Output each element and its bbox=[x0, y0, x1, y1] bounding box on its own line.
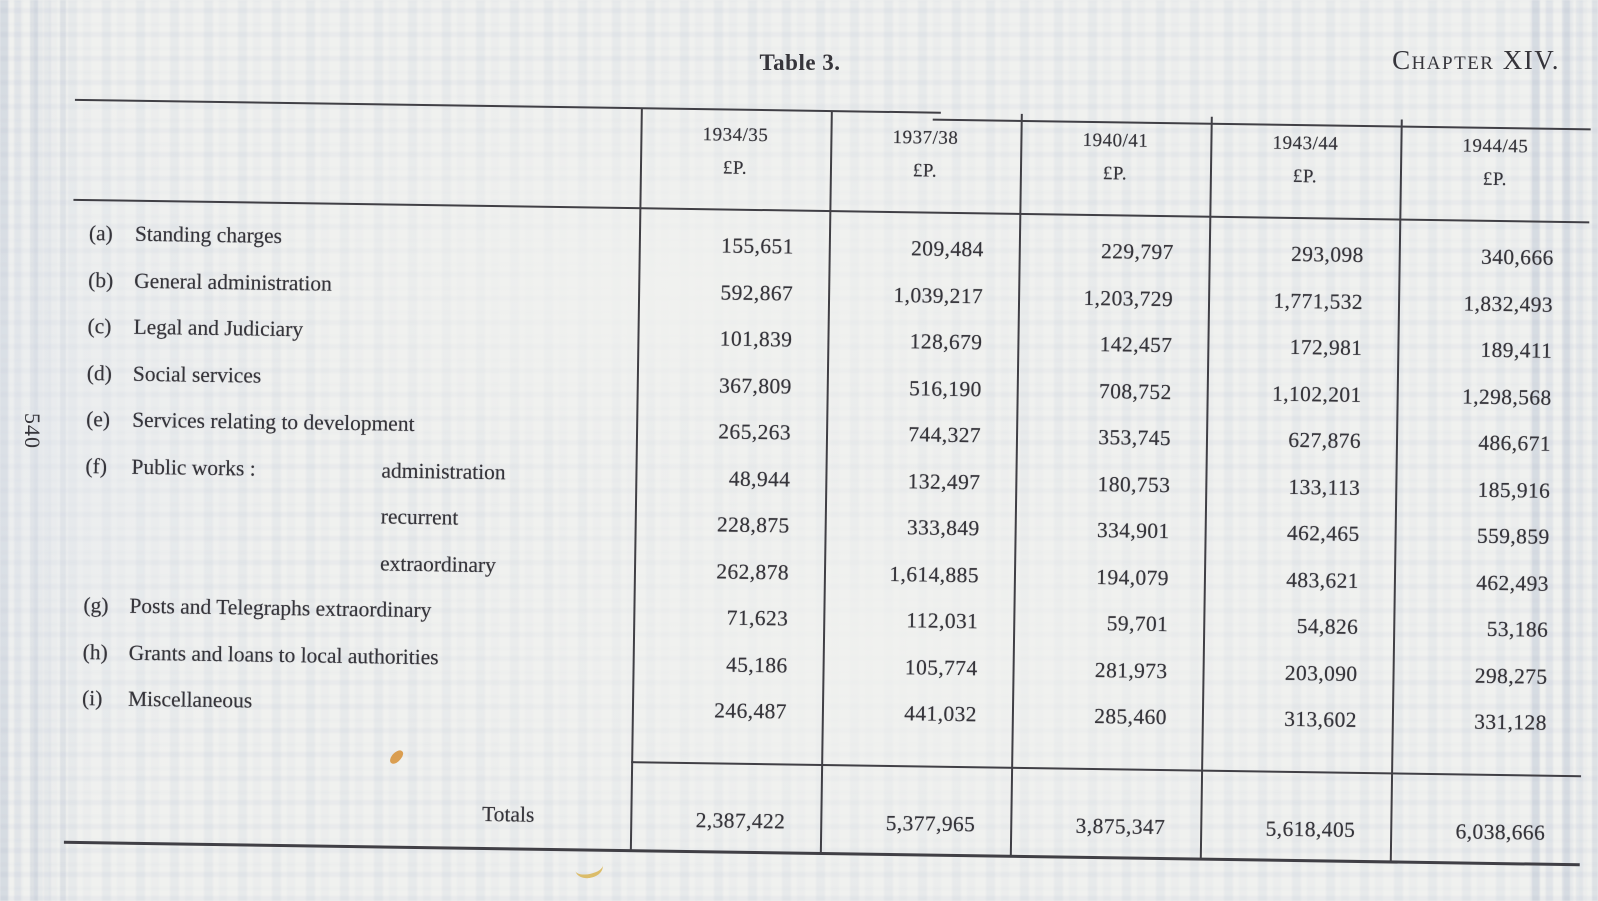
row-sublabel: extraordinary bbox=[379, 551, 497, 578]
row-marker: (e) bbox=[86, 407, 111, 432]
cell-value: 298,275 bbox=[1474, 663, 1548, 689]
cell-value: 228,875 bbox=[716, 512, 790, 538]
column-header-currency: £P. bbox=[722, 157, 748, 179]
cell-value: 229,797 bbox=[1100, 239, 1174, 265]
cell-value: 265,263 bbox=[718, 419, 792, 445]
table: 1934/35 £P. 1937/38 £P. 1940/41 £P. 1943/44 £P.… bbox=[63, 95, 1591, 887]
row-marker: (a) bbox=[88, 221, 114, 246]
cell-value: 333,849 bbox=[906, 515, 980, 541]
column-header-currency: £P. bbox=[1102, 163, 1128, 185]
row-label: Social services bbox=[132, 361, 262, 388]
row-marker: (d) bbox=[86, 361, 113, 386]
cell-value: 483,621 bbox=[1286, 567, 1360, 593]
row-sublabel: administration bbox=[381, 458, 506, 485]
cell-value: 313,602 bbox=[1284, 706, 1358, 732]
cell-value: 209,484 bbox=[910, 236, 984, 262]
cell-value: 627,876 bbox=[1288, 427, 1362, 453]
row-marker: (c) bbox=[87, 314, 112, 339]
cell-value: 1,039,217 bbox=[893, 283, 984, 309]
cell-value: 1,771,532 bbox=[1273, 288, 1364, 314]
cell-value: 59,701 bbox=[1106, 611, 1169, 637]
cell-value: 334,901 bbox=[1096, 518, 1170, 544]
cell-value: 189,411 bbox=[1480, 337, 1553, 363]
cell-value: 45,186 bbox=[725, 652, 788, 678]
row-label: Grants and loans to local authorities bbox=[128, 640, 439, 670]
row-label: Miscellaneous bbox=[127, 686, 253, 713]
row-label: Standing charges bbox=[134, 221, 283, 248]
table-rule-top bbox=[74, 98, 941, 114]
column-header-currency: £P. bbox=[1292, 165, 1318, 188]
cell-value: 353,745 bbox=[1098, 425, 1172, 451]
column-header-currency: £P. bbox=[1482, 168, 1508, 191]
totals-value: 6,038,666 bbox=[1455, 819, 1546, 845]
cell-value: 132,497 bbox=[907, 469, 981, 495]
cell-value: 559,859 bbox=[1476, 523, 1550, 549]
row-label: Services relating to development bbox=[132, 407, 415, 436]
cell-value: 172,981 bbox=[1289, 334, 1363, 360]
cell-value: 708,752 bbox=[1098, 379, 1172, 405]
cell-value: 128,679 bbox=[909, 329, 983, 355]
cell-value: 1,614,885 bbox=[889, 561, 980, 588]
table-rule-above-totals bbox=[631, 761, 1582, 778]
totals-value: 5,618,405 bbox=[1265, 816, 1356, 842]
cell-value: 331,128 bbox=[1473, 709, 1548, 735]
cell-value: 1,832,493 bbox=[1463, 291, 1554, 317]
column-header-year: 1943/44 bbox=[1272, 132, 1339, 155]
cell-value: 281,973 bbox=[1094, 658, 1168, 684]
cell-value: 142,457 bbox=[1099, 332, 1173, 358]
cell-value: 285,460 bbox=[1094, 704, 1168, 730]
cell-value: 53,186 bbox=[1486, 616, 1549, 642]
column-header-currency: £P. bbox=[912, 160, 938, 182]
column-header-year: 1944/45 bbox=[1462, 135, 1529, 158]
row-label: Legal and Judiciary bbox=[133, 314, 304, 342]
cell-value: 133,113 bbox=[1288, 474, 1361, 500]
cell-value: 293,098 bbox=[1290, 241, 1364, 267]
cell-value: 101,839 bbox=[719, 326, 793, 352]
cell-value: 180,753 bbox=[1097, 472, 1171, 498]
totals-value: 2,387,422 bbox=[695, 808, 786, 834]
row-marker: (i) bbox=[81, 686, 103, 711]
cell-value: 1,102,201 bbox=[1271, 381, 1362, 407]
table-caption: Table 3. bbox=[759, 50, 841, 75]
cell-value: 54,826 bbox=[1296, 614, 1359, 639]
row-label: General administration bbox=[134, 268, 333, 296]
cell-value: 105,774 bbox=[904, 655, 978, 681]
cell-value: 340,666 bbox=[1480, 244, 1554, 270]
cell-value: 262,878 bbox=[716, 559, 790, 585]
row-label: Public works : bbox=[131, 454, 256, 481]
cell-value: 185,916 bbox=[1477, 477, 1551, 503]
totals-value: 5,377,965 bbox=[885, 810, 976, 837]
row-sublabel: recurrent bbox=[380, 504, 459, 530]
row-label: Posts and Telegraphs extraordinary bbox=[129, 593, 432, 623]
cell-value: 194,079 bbox=[1096, 565, 1170, 591]
totals-label: Totals bbox=[481, 801, 535, 827]
cell-value: 203,090 bbox=[1284, 660, 1358, 686]
column-header-year: 1934/35 bbox=[702, 124, 769, 147]
row-marker: (g) bbox=[83, 593, 109, 618]
cell-value: 71,623 bbox=[726, 605, 789, 631]
cell-value: 155,651 bbox=[720, 233, 795, 259]
cell-value: 516,190 bbox=[908, 376, 982, 402]
cell-value: 1,298,568 bbox=[1461, 384, 1552, 410]
cell-value: 112,031 bbox=[906, 608, 979, 634]
cell-value: 441,032 bbox=[904, 701, 978, 727]
cell-value: 462,465 bbox=[1286, 520, 1360, 546]
row-marker: (b) bbox=[88, 268, 114, 293]
chapter-heading: Chapter XIV. bbox=[1392, 45, 1560, 75]
cell-value: 592,867 bbox=[720, 280, 794, 306]
cell-value: 367,809 bbox=[718, 373, 792, 399]
cell-value: 246,487 bbox=[714, 698, 788, 724]
cell-value: 462,493 bbox=[1476, 570, 1550, 596]
cell-value: 744,327 bbox=[908, 422, 982, 448]
cell-value: 1,203,729 bbox=[1083, 285, 1174, 312]
column-header-year: 1937/38 bbox=[892, 126, 959, 149]
page-number: 540 bbox=[20, 413, 45, 449]
row-marker: (f) bbox=[85, 454, 108, 479]
column-header-year: 1940/41 bbox=[1082, 129, 1149, 152]
cell-value: 48,944 bbox=[728, 466, 791, 492]
row-marker: (h) bbox=[82, 640, 108, 665]
cell-value: 486,671 bbox=[1478, 430, 1552, 456]
totals-value: 3,875,347 bbox=[1075, 813, 1166, 840]
